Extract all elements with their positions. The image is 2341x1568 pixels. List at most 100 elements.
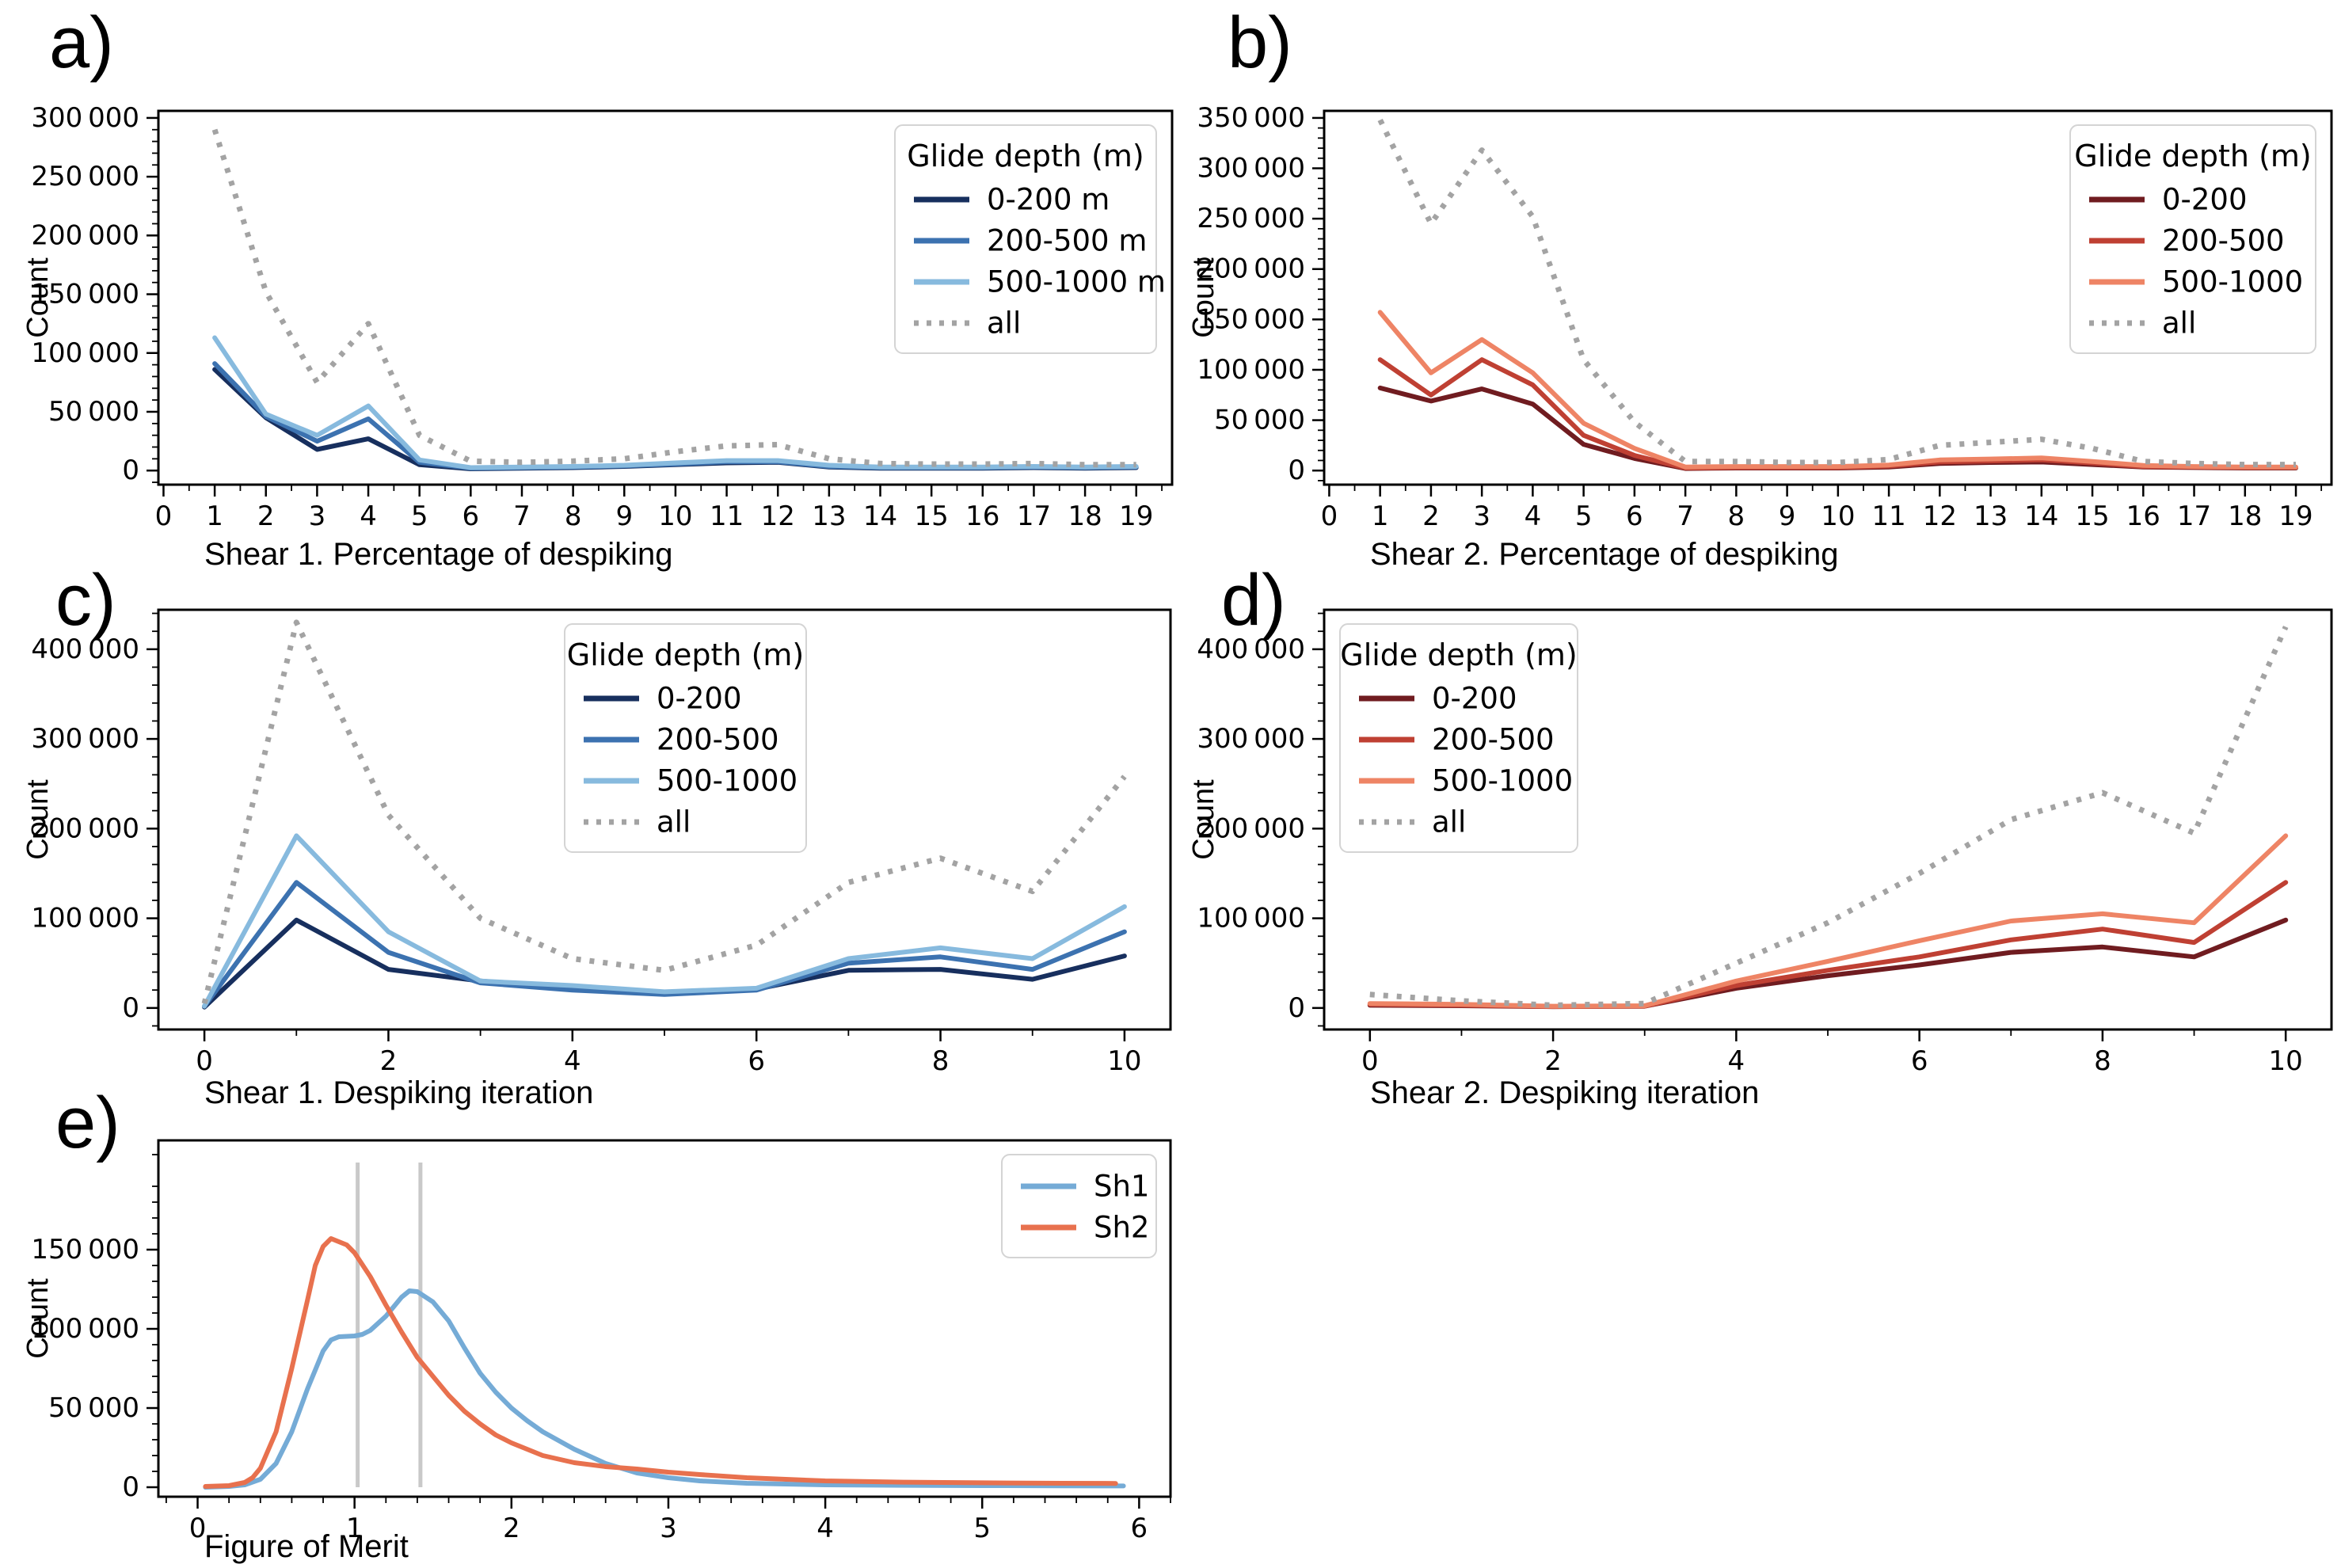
svg-text:2: 2 xyxy=(1422,500,1440,532)
legend-b: Glide depth (m) 0-200 200-500 500-1000 all xyxy=(2069,124,2316,354)
legend-label-all: all xyxy=(1432,805,1466,839)
svg-text:150 000: 150 000 xyxy=(31,279,139,310)
svg-text:5: 5 xyxy=(973,1513,991,1544)
svg-text:17: 17 xyxy=(2177,500,2211,532)
svg-text:300 000: 300 000 xyxy=(31,723,139,755)
series-line-500-1000 xyxy=(1367,833,2289,1009)
panel-shear1-iteration: 0 2 4 6 8 10 0 100 000 200 000 300 000 400 000 Shea… xyxy=(0,546,1235,1132)
legend-title: Glide depth (m) xyxy=(1340,637,1578,672)
legend-box xyxy=(894,124,1157,354)
svg-text:400 000: 400 000 xyxy=(31,634,139,665)
y-axis-label-d: Count xyxy=(1187,779,1220,860)
panel-letter-a: a) xyxy=(49,2,114,83)
svg-text:10: 10 xyxy=(658,500,692,532)
series-line-all xyxy=(1369,626,2289,1008)
svg-text:2: 2 xyxy=(503,1513,520,1544)
legend-d: Glide depth (m) 0-200 200-500 500-1000 all xyxy=(1339,623,1578,853)
x-axis-label-a: Shear 1. Percentage of despiking xyxy=(204,537,673,572)
svg-text:100 000: 100 000 xyxy=(31,337,139,369)
svg-text:15: 15 xyxy=(2075,500,2109,532)
panel-shear2-percentage: 0 1 2 3 4 5 6 7 8 9 10 11 12 13 14 15 16 17 18 19 0 50 000 100… xyxy=(1172,0,2341,602)
svg-text:4: 4 xyxy=(360,500,377,532)
svg-text:5: 5 xyxy=(1575,500,1593,532)
svg-text:300 000: 300 000 xyxy=(1197,723,1305,755)
series-line-500-1000-m xyxy=(212,335,1139,470)
series-line-500-1000 xyxy=(1377,310,2298,470)
legend-label-500-1000: 500-1000 xyxy=(2162,265,2303,299)
legend-label-0-200-m: 0-200 m xyxy=(987,183,1110,217)
axis-ticks xyxy=(147,612,1126,1041)
panel-letter-b: b) xyxy=(1228,2,1292,83)
svg-text:50 000: 50 000 xyxy=(48,396,139,428)
svg-text:4: 4 xyxy=(1525,500,1542,532)
svg-text:8: 8 xyxy=(2094,1045,2111,1077)
svg-text:8: 8 xyxy=(932,1045,950,1077)
legend-label-500-1000: 500-1000 xyxy=(1432,764,1573,798)
svg-text:7: 7 xyxy=(513,500,531,532)
plot-area-a xyxy=(211,128,1139,471)
legend-title: Glide depth (m) xyxy=(567,637,805,672)
chart-canvas-shear1-iteration: 0 2 4 6 8 10 0 100 000 200 000 300 000 400 000 Shea… xyxy=(21,608,1172,1110)
svg-text:11: 11 xyxy=(710,500,744,532)
svg-text:19: 19 xyxy=(1119,500,1153,532)
svg-text:19: 19 xyxy=(2278,500,2312,532)
legend-label-sh1: Sh1 xyxy=(1094,1170,1149,1204)
axis-tick-labels: 0 2 4 6 8 10 0 100 000 200 000 300 000 400 000 xyxy=(31,634,1141,1077)
svg-text:3: 3 xyxy=(1473,500,1490,532)
legend-box xyxy=(564,623,807,853)
legend-title: Glide depth (m) xyxy=(907,139,1144,173)
svg-text:11: 11 xyxy=(1871,500,1905,532)
svg-text:200 000: 200 000 xyxy=(31,219,139,251)
panel-shear2-iteration: 0 2 4 6 8 10 0 100 000 200 000 300 000 400 000 Shea… xyxy=(1172,546,2341,1132)
axis-ticks xyxy=(147,116,1163,497)
svg-text:12: 12 xyxy=(761,500,795,532)
svg-text:0: 0 xyxy=(189,1513,207,1544)
svg-text:8: 8 xyxy=(565,500,582,532)
svg-text:10: 10 xyxy=(1107,1045,1141,1077)
svg-text:15: 15 xyxy=(915,500,949,532)
x-axis-label-b: Shear 2. Percentage of despiking xyxy=(1370,537,1839,572)
legend-label-500-1000: 500-1000 xyxy=(657,764,797,798)
svg-text:10: 10 xyxy=(1821,500,1855,532)
svg-text:0: 0 xyxy=(1288,992,1305,1024)
svg-text:9: 9 xyxy=(615,500,633,532)
svg-text:9: 9 xyxy=(1779,500,1796,532)
axis-ticks xyxy=(147,1154,1171,1509)
svg-text:5: 5 xyxy=(411,500,428,532)
svg-text:100 000: 100 000 xyxy=(1197,354,1305,386)
chart-canvas-figure-of-merit: 0 1 2 3 4 5 6 0 50 000 100 000 150 000 Figure of Me… xyxy=(21,1139,1172,1564)
series-line-200-500 xyxy=(202,880,1127,1009)
svg-text:1: 1 xyxy=(206,500,223,532)
x-axis-label-d: Shear 2. Despiking iteration xyxy=(1370,1075,1759,1110)
y-axis-label-a: Count xyxy=(21,257,55,338)
legend-label-0-200: 0-200 xyxy=(657,682,742,716)
panel-shear1-percentage: 0 1 2 3 4 5 6 7 8 9 10 11 12 13 14 15 16 17 18 19 0 50 000 100… xyxy=(0,0,1235,602)
svg-text:150 000: 150 000 xyxy=(1197,303,1305,335)
legend-c: Glide depth (m) 0-200 200-500 500-1000 all xyxy=(564,623,807,853)
svg-text:6: 6 xyxy=(462,500,480,532)
svg-text:1: 1 xyxy=(1372,500,1389,532)
legend-title: Glide depth (m) xyxy=(2074,139,2312,173)
svg-text:6: 6 xyxy=(748,1045,765,1077)
series-line-0-200 xyxy=(1377,385,2298,471)
svg-text:200 000: 200 000 xyxy=(1197,253,1305,285)
legend-label-all: all xyxy=(2162,306,2196,341)
svg-text:350 000: 350 000 xyxy=(1197,102,1305,134)
svg-text:0: 0 xyxy=(1361,1045,1379,1077)
svg-text:3: 3 xyxy=(660,1513,677,1544)
series-line-200-500 xyxy=(1377,357,2298,470)
legend-label-200-500: 200-500 xyxy=(657,723,779,757)
svg-text:50 000: 50 000 xyxy=(1214,405,1305,436)
svg-text:6: 6 xyxy=(1131,1513,1148,1544)
svg-text:0: 0 xyxy=(196,1045,213,1077)
series-line-sh2 xyxy=(203,1236,1118,1489)
axis-tick-labels: 0 2 4 6 8 10 0 100 000 200 000 300 000 400 000 xyxy=(1197,634,2302,1077)
legend-label-200-500: 200-500 xyxy=(1432,723,1555,757)
svg-text:50 000: 50 000 xyxy=(48,1392,139,1424)
x-axis-label-e: Figure of Merit xyxy=(204,1529,409,1564)
svg-text:100 000: 100 000 xyxy=(1197,903,1305,934)
y-axis-label-e: Count xyxy=(21,1278,55,1359)
legend-box xyxy=(1339,623,1578,853)
